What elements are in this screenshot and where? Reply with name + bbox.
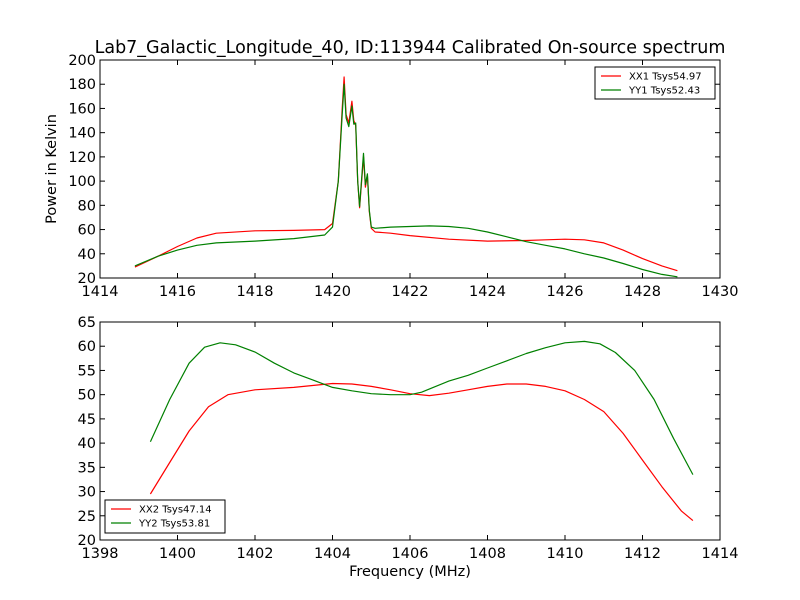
x-tick-label: 1422: [392, 284, 429, 300]
series-line-yy: [149, 340, 694, 475]
legend-label: XX1 Tsys54.97: [629, 72, 702, 83]
x-tick-label: 1428: [624, 284, 661, 300]
x-tick-label: 1404: [314, 546, 351, 562]
x-tick-label: 1414: [702, 546, 739, 562]
legend-box: [104, 499, 226, 534]
legend-label: YY2 Tsys53.81: [138, 519, 210, 530]
y-tick-label: 100: [68, 174, 96, 190]
y-tick-label: 20: [78, 271, 96, 287]
y-tick-label: 50: [78, 388, 96, 404]
y-tick-label: 65: [78, 315, 96, 331]
y-tick-label: 120: [68, 150, 96, 166]
legend-label: XX2 Tsys47.14: [139, 505, 212, 516]
x-tick-label: 1410: [547, 546, 584, 562]
x-tick-label: 1430: [702, 284, 739, 300]
x-tick-label: 1402: [237, 546, 274, 562]
x-tick-label: 1400: [159, 546, 196, 562]
x-tick-label: 1426: [547, 284, 584, 300]
legend-label: YY1 Tsys52.43: [628, 86, 700, 97]
series-line-xx: [134, 76, 678, 272]
x-tick-label: 1424: [469, 284, 506, 300]
y-tick-label: 35: [78, 460, 96, 476]
legend-box: [594, 66, 716, 100]
y-tick-label: 80: [78, 198, 96, 214]
y-tick-label: 55: [78, 363, 96, 379]
x-tick-label: 1420: [314, 284, 351, 300]
y-axis-label: Power in Kelvin: [44, 114, 60, 224]
x-tick-label: 1398: [82, 546, 119, 562]
y-tick-label: 40: [78, 247, 96, 263]
y-tick-label: 45: [78, 412, 96, 428]
x-tick-label: 1408: [469, 546, 506, 562]
series-line-xx: [149, 382, 694, 522]
chart-title: Lab7_Galactic_Longitude_40, ID:113944 Ca…: [95, 38, 726, 58]
y-tick-label: 180: [68, 77, 96, 93]
y-tick-label: 140: [68, 126, 96, 142]
y-tick-label: 30: [78, 485, 96, 501]
y-tick-label: 25: [78, 509, 96, 525]
y-tick-label: 20: [78, 533, 96, 549]
top-panel: Lab7_Galactic_Longitude_40, ID:113944 Ca…: [44, 38, 738, 300]
y-tick-label: 60: [78, 223, 96, 239]
y-tick-label: 60: [78, 339, 96, 355]
x-tick-label: 1412: [624, 546, 661, 562]
y-tick-label: 160: [68, 101, 96, 117]
series-line-yy: [134, 83, 678, 278]
y-tick-label: 40: [78, 436, 96, 452]
x-axis-label: Frequency (MHz): [349, 564, 471, 580]
x-tick-label: 1414: [82, 284, 119, 300]
bottom-panel: Frequency (MHz) 1398 1400 1402 1404 1406 1408…: [78, 315, 739, 580]
x-tick-label: 1418: [237, 284, 274, 300]
x-tick-label: 1416: [159, 284, 196, 300]
x-tick-label: 1406: [392, 546, 429, 562]
y-tick-label: 200: [68, 53, 96, 69]
